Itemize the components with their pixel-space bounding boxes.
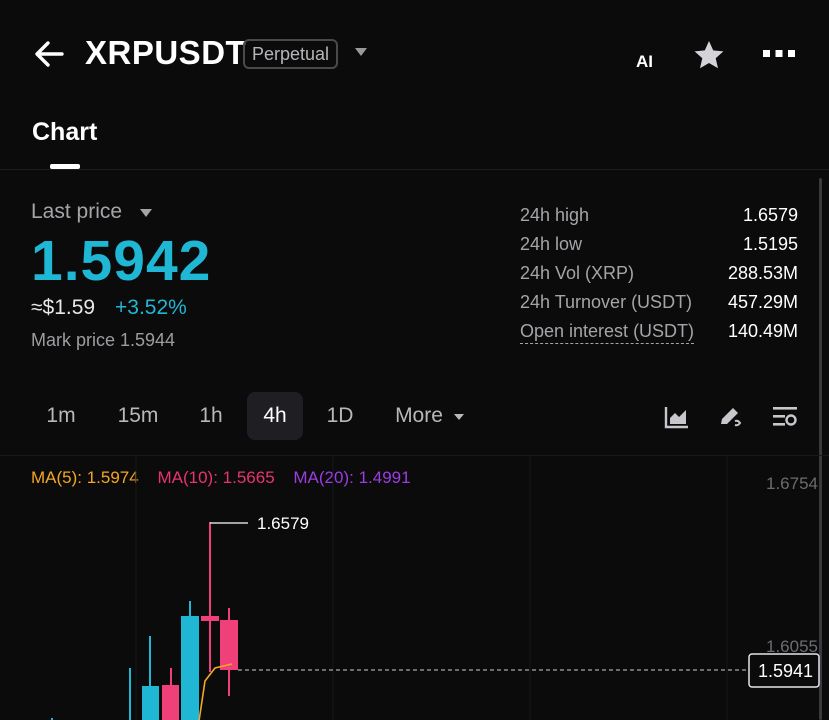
- ai-button[interactable]: AI: [636, 52, 653, 71]
- candle-down: [201, 616, 219, 621]
- scrollbar[interactable]: [819, 178, 822, 720]
- y-tick-label: 1.6754: [766, 474, 818, 493]
- stat-label: 24h Turnover (USDT): [520, 292, 693, 312]
- stat-row: 24h Turnover (USDT) 457.29M: [520, 292, 800, 321]
- ma20-label: MA(20): 1.4991: [293, 468, 411, 487]
- last-price: 1.5942: [31, 229, 212, 293]
- candlestick-chart[interactable]: MA(5): 1.5974 MA(10): 1.5665 MA(20): 1.4…: [0, 455, 829, 720]
- caret-down-icon[interactable]: [454, 414, 464, 420]
- stat-row: 24h high 1.6579: [520, 205, 800, 234]
- interval-1h[interactable]: 1h: [199, 404, 223, 427]
- stat-label: 24h low: [520, 234, 583, 254]
- more-options-icon[interactable]: [762, 49, 796, 59]
- stat-value: 288.53M: [727, 263, 798, 283]
- indicator-settings-icon[interactable]: [772, 404, 798, 430]
- stat-value: 1.5195: [742, 234, 798, 254]
- tab-chart[interactable]: Chart: [32, 118, 98, 146]
- stat-label: 24h high: [520, 205, 590, 225]
- candle-down: [162, 685, 179, 720]
- usd-value: ≈$1.59: [31, 296, 96, 319]
- stat-row: Open interest (USDT) 140.49M: [520, 321, 800, 350]
- candle-down: [220, 620, 238, 670]
- tab-bar: Chart: [0, 108, 829, 170]
- star-icon[interactable]: [692, 38, 726, 72]
- stats-panel: 24h high 1.6579 24h low 1.5195 24h Vol (…: [520, 205, 800, 350]
- interval-1m[interactable]: 1m: [46, 404, 76, 427]
- candle-up: [181, 616, 199, 720]
- candle-up: [142, 686, 159, 720]
- current-price-tag: [748, 653, 820, 688]
- drawing-tools-icon[interactable]: [718, 404, 744, 430]
- back-arrow-icon[interactable]: [32, 36, 68, 72]
- current-price-tag-label: 1.5941: [758, 661, 813, 681]
- interval-1d[interactable]: 1D: [326, 404, 354, 427]
- stat-value: 457.29M: [727, 292, 798, 312]
- interval-bar: 1m 15m 1h 4h 1D More: [0, 392, 829, 442]
- ma5-label: MA(5): 1.5974: [31, 468, 139, 487]
- ma-legend: MA(5): 1.5974 MA(10): 1.5665 MA(20): 1.4…: [31, 468, 425, 488]
- contract-type-badge[interactable]: Perpetual: [243, 39, 339, 69]
- app-header: XRPUSDT Perpetual AI: [0, 0, 829, 108]
- stat-row: 24h Vol (XRP) 288.53M: [520, 263, 800, 292]
- more-intervals-button[interactable]: More: [395, 404, 443, 427]
- stat-label: 24h Vol (XRP): [520, 263, 635, 283]
- caret-down-icon[interactable]: [140, 209, 152, 217]
- y-tick-label: 1.6055: [766, 637, 818, 656]
- stat-value: 140.49M: [727, 321, 798, 341]
- stat-row: 24h low 1.5195: [520, 234, 800, 263]
- ma10-label: MA(10): 1.5665: [157, 468, 275, 487]
- ma5-line: [198, 663, 233, 720]
- symbol-title[interactable]: XRPUSDT: [85, 34, 247, 71]
- stat-value: 1.6579: [742, 205, 798, 225]
- last-price-label[interactable]: Last price: [31, 200, 123, 223]
- mark-price: Mark price 1.5944: [31, 330, 176, 350]
- change-percent: +3.52%: [115, 296, 187, 319]
- tab-active-indicator: [50, 164, 80, 169]
- chart-canvas[interactable]: 1.6754 1.6055 1.6579 1.5941: [0, 456, 829, 720]
- open-interest-label[interactable]: Open interest (USDT): [520, 321, 695, 344]
- chevron-down-icon[interactable]: [355, 48, 367, 56]
- interval-4h[interactable]: 4h: [247, 392, 303, 440]
- high-marker-label: 1.6579: [257, 514, 309, 533]
- chart-type-icon[interactable]: [664, 404, 690, 430]
- interval-15m[interactable]: 15m: [117, 404, 159, 427]
